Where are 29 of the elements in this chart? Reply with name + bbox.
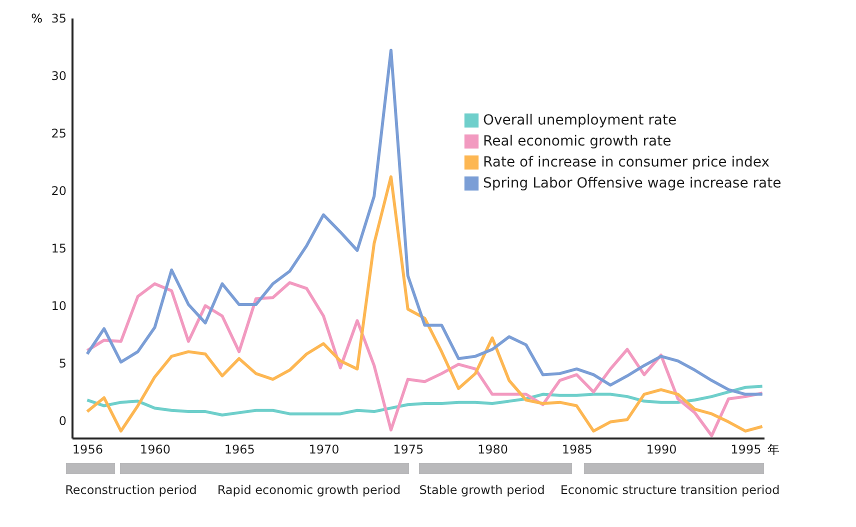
y-tick-label: 10 xyxy=(51,299,66,314)
legend-label: Real economic growth rate xyxy=(483,134,672,150)
x-tick-label: 1990 xyxy=(646,442,677,456)
y-tick-label: 20 xyxy=(51,184,66,198)
text: Economic structure transition period xyxy=(560,483,780,497)
x-tick-label: 1965 xyxy=(224,442,255,456)
x-tick-label: 1956 xyxy=(72,442,103,456)
y-tick-label: 25 xyxy=(51,126,66,141)
text: Rapid economic growth period xyxy=(217,483,401,497)
line-series xyxy=(86,384,764,416)
x-tick-label: 1980 xyxy=(477,442,508,456)
x-tick-label: 1975 xyxy=(393,442,424,456)
x-tick-label: 1970 xyxy=(308,442,340,456)
legend-label: Rate of increase in consumer price index xyxy=(483,154,770,170)
y-tick-label: 35 xyxy=(51,12,66,26)
x-tick-label: 1985 xyxy=(562,442,592,456)
y-tick-label: 0 xyxy=(58,414,66,428)
y-tick-label: 5 xyxy=(58,356,66,371)
x-tick-label: 1960 xyxy=(140,442,170,456)
text: Stable growth period xyxy=(419,483,545,497)
text: Reconstruction period xyxy=(65,483,197,497)
y-axis-title: % xyxy=(31,12,42,26)
line-series xyxy=(86,281,764,438)
legend-label: Spring Labor Offensive wage increase rate xyxy=(483,176,782,192)
legend-label: Overall unemployment rate xyxy=(483,112,677,128)
y-tick-label: 15 xyxy=(51,242,66,256)
y-tick-label: 30 xyxy=(51,69,66,84)
x-axis-title: 年 xyxy=(768,442,780,456)
x-tick-label: 1995 xyxy=(730,442,762,456)
